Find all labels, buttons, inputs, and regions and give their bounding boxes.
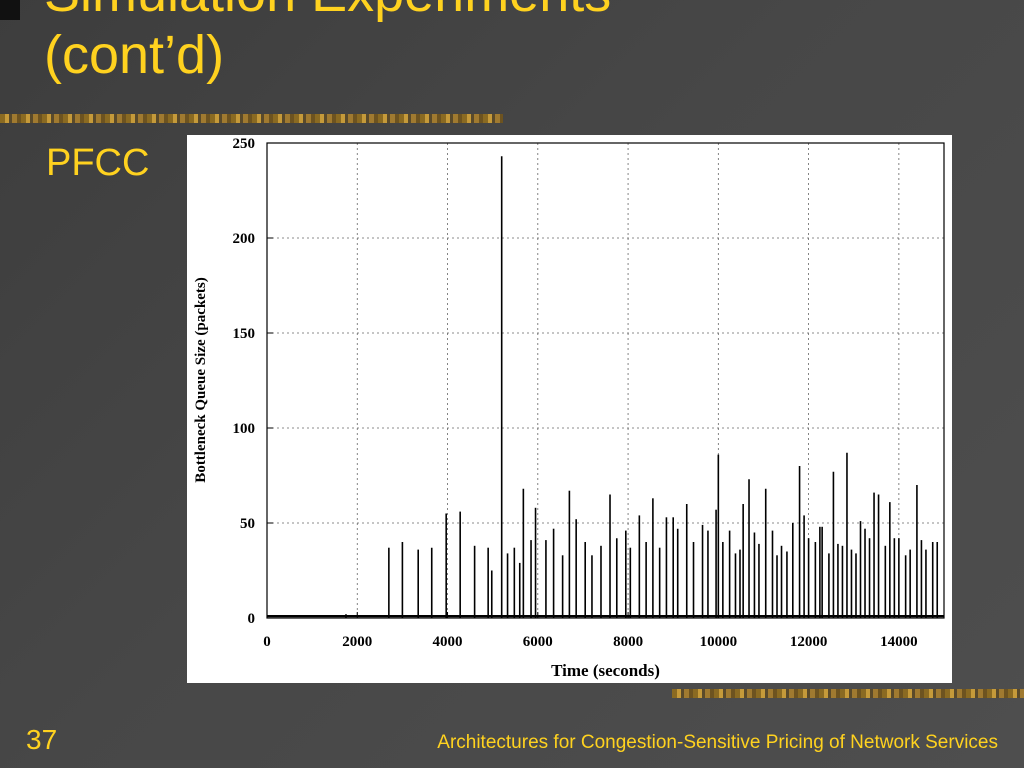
slide-number: 37 [26,724,58,755]
x-tick-label: 0 [263,634,271,650]
chart-panel: 0 2000 4000 6000 8000 10000 12000 14000 0 50 100 15… [187,135,952,683]
footer-text: Architectures for Congestion-Sensitive P… [437,732,998,753]
y-tick-label: 50 [240,516,255,532]
plot-border [266,142,945,619]
x-tick-label: 2000 [342,634,372,650]
slide-title-line-1: Simulation Experiments [44,0,744,24]
x-tick-label: 10000 [700,634,738,650]
x-tick-label: 8000 [613,634,643,650]
slide-title-line-2: (cont’d) [44,25,225,85]
x-tick-label: 12000 [790,634,828,650]
y-axis-label: Bottleneck Queue Size (packets) [193,277,209,482]
y-tick-label: 200 [233,231,256,247]
slide-title: Simulation Experiments (cont’d) [44,0,744,86]
plot-area [267,143,944,618]
y-tick-label: 100 [233,421,256,437]
x-tick-label: 14000 [880,634,918,650]
corner-square [0,0,20,20]
y-tick-label: 250 [233,136,256,152]
queue-size-chart: 0 2000 4000 6000 8000 10000 12000 14000 0 50 100 15… [193,136,945,680]
x-tick-label: 6000 [523,634,553,650]
y-tick-label: 150 [233,326,256,342]
bullet-text: PFCC [46,142,150,184]
title-separator [0,114,503,123]
y-tick-label: 0 [248,611,256,627]
x-axis-label: Time (seconds) [551,661,660,680]
x-tick-label: 4000 [433,634,463,650]
footer-separator [672,689,1024,698]
